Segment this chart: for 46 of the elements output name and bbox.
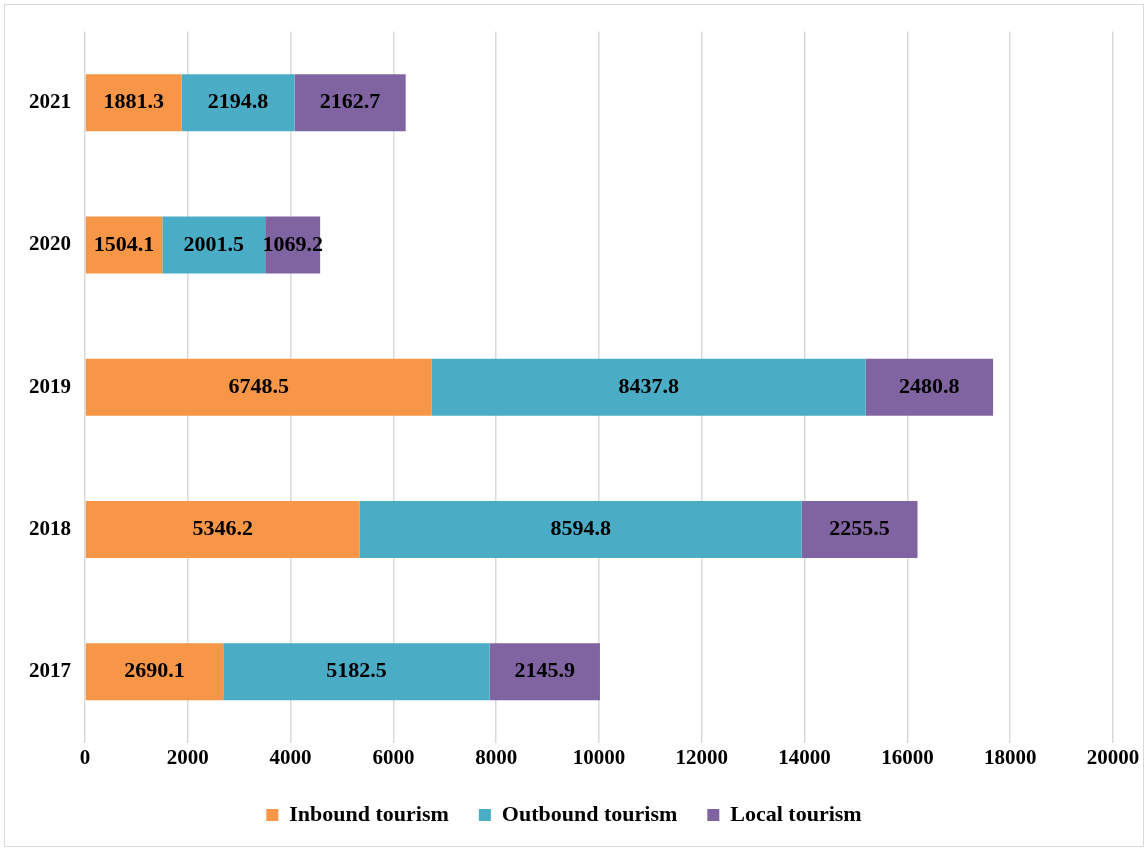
bar <box>359 500 802 558</box>
bar <box>294 74 406 132</box>
y-tick-label: 2017 <box>29 658 71 683</box>
data-label: 2690.1 <box>124 657 185 683</box>
x-tick-label: 20000 <box>1086 744 1140 769</box>
legend-label: Inbound tourism <box>289 800 449 826</box>
x-tick-label: 4000 <box>269 744 312 769</box>
data-label: 6748.5 <box>228 372 290 398</box>
y-tick-label: 2019 <box>29 373 71 398</box>
x-tick-label: 18000 <box>983 744 1037 769</box>
bar <box>181 74 295 132</box>
bar <box>85 358 432 416</box>
data-label: 2480.8 <box>899 372 960 398</box>
x-tick-label: 2000 <box>166 744 209 769</box>
bar <box>162 216 266 274</box>
legend-label: Local tourism <box>730 800 862 826</box>
bar <box>431 358 866 416</box>
bar <box>223 643 490 701</box>
bar <box>85 74 182 132</box>
x-tick-label: 8000 <box>475 744 518 769</box>
bar <box>489 643 600 701</box>
bar <box>85 500 360 558</box>
x-tick-label: 10000 <box>572 744 626 769</box>
data-label: 2255.5 <box>829 515 890 541</box>
data-label: 8594.8 <box>550 515 611 541</box>
data-label: 5182.5 <box>326 657 387 683</box>
data-label: 2001.5 <box>183 230 244 256</box>
data-label: 5346.2 <box>192 515 254 541</box>
legend-label: Outbound tourism <box>501 800 678 826</box>
data-label: 1881.3 <box>103 88 164 114</box>
bar <box>865 358 994 416</box>
data-label: 1504.1 <box>93 230 155 256</box>
data-label: 2194.8 <box>207 88 269 114</box>
data-label: 2145.9 <box>514 657 576 683</box>
data-label: 8437.8 <box>618 372 679 398</box>
x-tick-label: 0 <box>79 744 91 769</box>
x-tick-label: 12000 <box>675 744 729 769</box>
bar <box>801 500 918 558</box>
bar <box>85 643 224 701</box>
x-tick-label: 14000 <box>778 744 831 769</box>
x-tick-label: 16000 <box>881 744 934 769</box>
x-tick-label: 6000 <box>372 744 415 769</box>
data-label: 2162.7 <box>319 88 381 114</box>
y-tick-label: 2020 <box>29 231 71 256</box>
y-tick-label: 2021 <box>29 89 71 114</box>
y-tick-label: 2018 <box>29 515 71 540</box>
